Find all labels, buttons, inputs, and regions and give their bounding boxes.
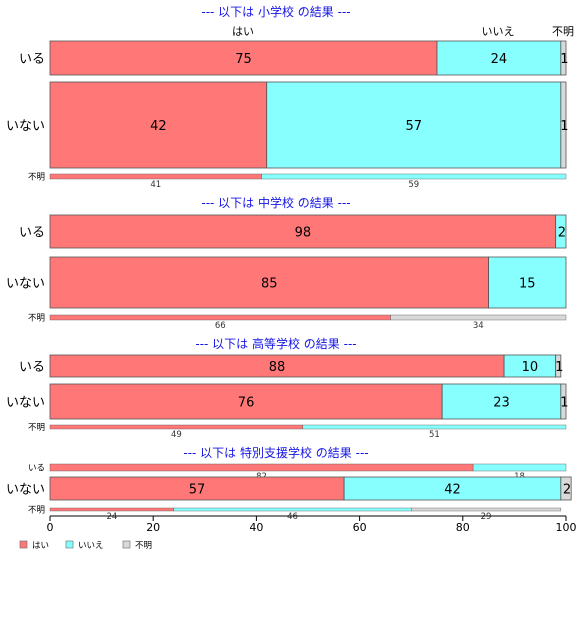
bar-segment-yes — [49, 507, 175, 512]
data-label: 24 — [107, 512, 118, 522]
legend-label: いいえ — [78, 541, 104, 551]
bar-segment-unknown — [555, 354, 562, 378]
category-header-1: はい — [232, 25, 254, 38]
bar-segment-yes — [49, 463, 474, 472]
bar-segment-unknown — [560, 40, 567, 76]
row-label: 不明 — [28, 314, 45, 324]
data-label: 23 — [493, 396, 510, 411]
bar-segment-yes — [49, 214, 557, 249]
row-label: いる — [19, 226, 45, 241]
category-header-3: 不明 — [552, 25, 574, 38]
bar-segment-yes — [49, 40, 438, 76]
panel-title-1: --- 以下は 小学校 の結果 --- — [201, 4, 350, 19]
data-label: 1 — [555, 360, 563, 375]
legend-swatch — [19, 540, 28, 549]
x-tick-label: 60 — [353, 521, 367, 534]
bar-segment-unknown — [560, 81, 567, 169]
x-tick-label: 40 — [249, 521, 263, 534]
data-label: 76 — [238, 396, 255, 411]
category-header-2: いいえ — [482, 25, 515, 38]
x-tick-label: 20 — [146, 521, 160, 534]
data-label: 29 — [481, 512, 492, 522]
panel-title-3: --- 以下は 高等学校 の結果 --- — [195, 336, 356, 351]
row-label: いない — [6, 396, 45, 411]
bar-segment-no — [266, 81, 562, 169]
data-label: 41 — [150, 180, 161, 190]
data-label: 66 — [215, 321, 226, 331]
row-label: いない — [6, 119, 45, 134]
x-tick-label: 80 — [456, 521, 470, 534]
bar-segment-unknown — [390, 314, 567, 321]
row-label: いる — [19, 360, 45, 375]
bar-segment-no — [472, 463, 567, 472]
data-label: 85 — [261, 277, 278, 292]
data-label: 98 — [295, 226, 312, 241]
data-label: 42 — [150, 119, 167, 134]
data-label: 49 — [171, 430, 182, 440]
bar-segment-yes — [49, 173, 262, 180]
data-label: 1 — [560, 52, 568, 67]
data-label: 42 — [444, 483, 461, 498]
panel-title-2: --- 以下は 中学校 の結果 --- — [201, 195, 350, 210]
x-tick-label: 0 — [47, 521, 54, 534]
legend-label: はい — [32, 541, 49, 551]
bar-segment-yes — [49, 424, 304, 430]
bar-segment-yes — [49, 383, 443, 420]
row-label: いない — [6, 277, 45, 292]
bar-segment-no — [555, 214, 567, 249]
data-label: 57 — [406, 119, 423, 134]
data-label: 88 — [269, 360, 286, 375]
data-label: 1 — [560, 396, 568, 411]
data-label: 34 — [473, 321, 484, 331]
bar-segment-no — [261, 173, 567, 180]
data-label: 24 — [491, 52, 508, 67]
data-label: 15 — [519, 277, 536, 292]
data-label: 10 — [522, 360, 539, 375]
data-label: 59 — [408, 180, 419, 190]
data-label: 1 — [560, 119, 568, 134]
bar-segment-yes — [49, 314, 391, 321]
bar-segment-no — [302, 424, 567, 430]
row-label: 不明 — [28, 423, 45, 433]
data-label: 51 — [429, 430, 440, 440]
bar-segment-no — [173, 507, 412, 512]
data-label: 75 — [235, 52, 252, 67]
row-label: 不明 — [28, 173, 45, 183]
bar-segment-yes — [49, 256, 490, 309]
row-label: いない — [6, 483, 45, 498]
data-label: 2 — [563, 483, 571, 498]
bar-segment-unknown — [560, 383, 567, 420]
bar-segment-no — [436, 40, 562, 76]
row-label: 不明 — [28, 506, 45, 516]
legend-swatch — [65, 540, 74, 549]
x-tick-label: 100 — [556, 521, 577, 534]
data-label: 57 — [189, 483, 206, 498]
bar-segment-unknown — [411, 507, 562, 512]
bar-segment-no — [488, 256, 567, 309]
data-label: 2 — [558, 226, 566, 241]
panel-title-4: --- 以下は 特別支援学校 の結果 --- — [183, 445, 368, 460]
data-label: 46 — [287, 512, 298, 522]
bar-segment-no — [441, 383, 562, 420]
legend-swatch — [122, 540, 131, 549]
legend-label: 不明 — [135, 541, 152, 551]
row-label: いる — [28, 464, 45, 474]
bar-segment-unknown — [560, 476, 572, 501]
row-label: いる — [19, 52, 45, 67]
